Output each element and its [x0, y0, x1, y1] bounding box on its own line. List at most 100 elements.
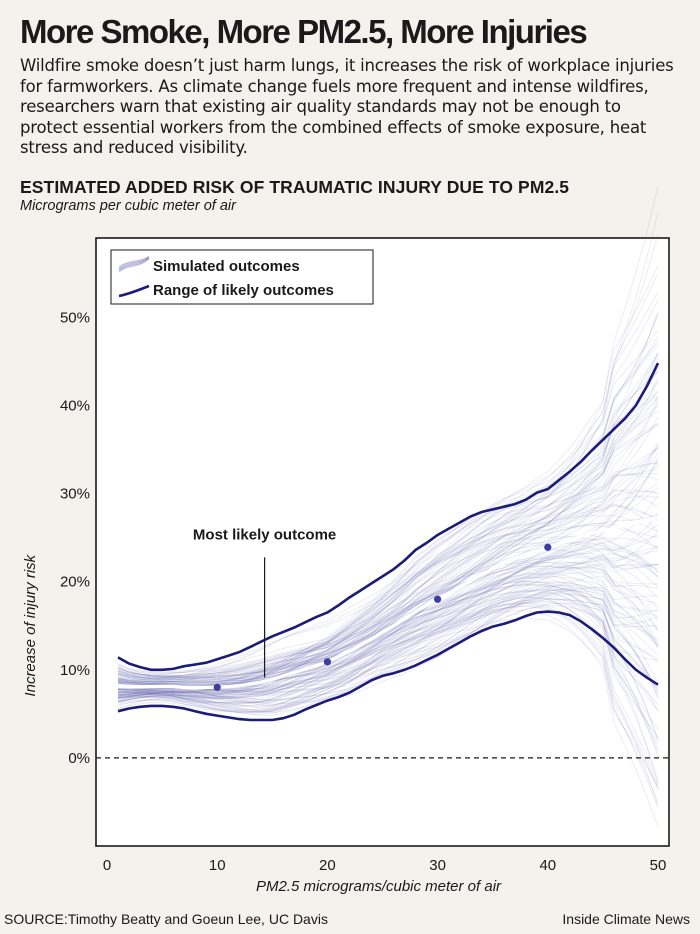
- simulated-line: [117, 291, 659, 674]
- y-tick-label: 0%: [68, 750, 90, 767]
- simulated-line: [117, 604, 659, 712]
- plot-area: [95, 237, 670, 847]
- simulated-line: [117, 580, 659, 703]
- simulated-line: [117, 390, 659, 687]
- simulated-line: [117, 576, 659, 758]
- legend-simulated-swatch: [118, 257, 150, 271]
- simulated-line: [117, 590, 659, 699]
- simulated-line: [117, 557, 659, 695]
- legend-simulated-swatch: [118, 258, 150, 273]
- simulated-line: [117, 583, 659, 704]
- simulated-line: [117, 402, 659, 683]
- simulated-line: [117, 586, 659, 694]
- simulated-line: [117, 234, 659, 680]
- simulated-line: [117, 599, 659, 739]
- simulated-line: [117, 572, 659, 703]
- chart-title: ESTIMATED ADDED RISK OF TRAUMATIC INJURY…: [20, 177, 570, 197]
- y-tick-label: 30%: [60, 486, 90, 503]
- annotation-label: Most likely outcome: [193, 526, 336, 543]
- data-point: [323, 658, 332, 666]
- simulated-line: [117, 463, 659, 683]
- simulated-line: [117, 565, 659, 704]
- data-point: [544, 543, 552, 551]
- simulated-line: [117, 597, 659, 702]
- x-tick-label: 40: [539, 857, 556, 874]
- simulated-line: [117, 366, 659, 677]
- y-tick-label: 20%: [60, 574, 90, 591]
- simulated-line: [117, 555, 659, 696]
- y-tick-label: 40%: [60, 397, 90, 414]
- data-point: [213, 683, 221, 691]
- simulated-line: [117, 537, 659, 687]
- legend-simulated-swatch: [118, 256, 150, 268]
- simulated-line: [117, 601, 659, 704]
- x-tick-label: 20: [319, 857, 336, 874]
- y-axis-label: Increase of injury risk: [22, 553, 39, 696]
- x-tick-label: 10: [209, 857, 226, 874]
- simulated-line: [117, 566, 658, 698]
- simulated-line: [117, 602, 659, 703]
- simulated-line: [118, 542, 659, 695]
- chart-subtitle: Micrograms per cubic meter of air: [20, 198, 236, 214]
- simulated-line: [117, 602, 659, 809]
- simulated-line: [117, 351, 659, 683]
- range-upper-line: [117, 362, 660, 672]
- x-tick-label: 0: [103, 857, 111, 874]
- legend-simulated-swatch: [118, 256, 150, 269]
- simulated-line: [117, 474, 659, 683]
- simulated-line: [117, 416, 659, 687]
- simulated-line: [117, 587, 659, 697]
- simulated-line: [117, 571, 659, 703]
- simulated-line: [117, 596, 659, 730]
- range-lower-line: [117, 610, 659, 722]
- intro-text: Wildfire smoke doesn’t just harm lungs, …: [20, 56, 674, 157]
- simulated-line: [117, 310, 659, 680]
- simulated-line: [117, 340, 659, 678]
- simulated-line: [117, 381, 659, 679]
- x-tick-label: 30: [429, 857, 446, 874]
- simulated-line: [117, 552, 659, 696]
- simulated-line: [117, 489, 659, 684]
- simulated-line: [118, 597, 659, 806]
- publisher-credit: Inside Climate News: [562, 911, 690, 927]
- simulated-line: [117, 405, 659, 687]
- simulated-line: [117, 561, 659, 700]
- simulated-line: [117, 356, 659, 679]
- simulated-line: [117, 595, 659, 785]
- simulated-line: [117, 535, 659, 693]
- simulated-line: [117, 447, 659, 681]
- simulated-line: [117, 392, 659, 684]
- simulated-line: [117, 495, 659, 692]
- simulated-line: [117, 585, 659, 701]
- simulated-line: [117, 343, 659, 681]
- simulated-line: [117, 580, 659, 754]
- data-point: [433, 595, 442, 603]
- simulated-line: [117, 589, 659, 745]
- simulated-line: [117, 504, 659, 685]
- simulated-line: [117, 461, 659, 687]
- simulated-line: [117, 598, 659, 699]
- simulated-line: [117, 353, 659, 677]
- simulated-line: [117, 211, 659, 679]
- simulated-line: [117, 397, 659, 684]
- simulated-line: [117, 589, 659, 705]
- simulated-line: [117, 586, 659, 741]
- simulated-line: [117, 583, 659, 704]
- simulated-line: [117, 482, 659, 690]
- x-tick-label: 50: [650, 857, 667, 874]
- legend-label-simulated: Simulated outcomes: [153, 258, 300, 275]
- simulated-line: [117, 399, 659, 685]
- simulated-line: [117, 495, 659, 688]
- simulated-line: [117, 514, 659, 690]
- simulated-line: [117, 598, 659, 699]
- simulated-line: [117, 592, 659, 700]
- simulated-line: [117, 446, 659, 693]
- simulated-line: [117, 594, 659, 703]
- simulated-line: [117, 566, 659, 693]
- simulated-line: [117, 410, 659, 683]
- simulated-line: [117, 605, 659, 790]
- simulated-line: [117, 565, 659, 698]
- legend-simulated-swatch: [118, 258, 150, 272]
- simulated-line: [117, 489, 659, 684]
- simulated-line: [117, 617, 659, 788]
